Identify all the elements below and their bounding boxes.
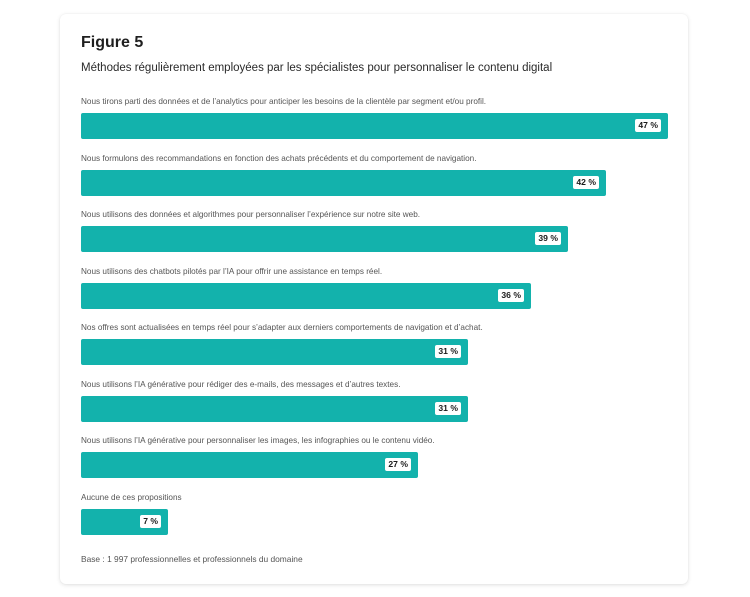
bar-value-label: 7 % [140, 514, 161, 528]
bar: 42 % [81, 169, 606, 196]
category-label: Nous utilisons des données et algorithme… [81, 210, 421, 219]
chart-row: Nous tirons parti des données et de l’an… [81, 94, 671, 151]
bar: 39 % [81, 226, 568, 252]
chart-row: Nos offres sont actualisées en temps rée… [81, 320, 671, 377]
category-label: Nous utilisons l’IA générative pour rédi… [81, 379, 401, 389]
bar-value-label: 27 % [385, 458, 411, 471]
category-label: Aucune de ces propositions [81, 492, 182, 502]
figure-footnote: Base : 1 997 professionnelles et profess… [81, 554, 303, 564]
bar: 31 % [81, 339, 468, 365]
category-label: Nous formulons des recommandations en fo… [81, 153, 477, 163]
bar: 7 % [81, 508, 168, 535]
bar: 36 % [81, 282, 531, 309]
chart-row: Nous formulons des recommandations en fo… [81, 151, 671, 208]
category-label: Nous utilisons des chatbots pilotés par … [81, 266, 383, 276]
bar: 47 % [81, 113, 668, 139]
bar-value-label: 47 % [635, 119, 661, 132]
bar: 31 % [81, 395, 468, 422]
chart-row: Nous utilisons des chatbots pilotés par … [81, 264, 671, 321]
category-label: Nous utilisons l’IA générative pour pers… [81, 436, 435, 445]
bar-value-label: 31 % [435, 345, 461, 358]
chart-row: Nous utilisons l’IA générative pour rédi… [81, 377, 671, 434]
bar-value-label: 36 % [498, 288, 524, 302]
category-label: Nous tirons parti des données et de l’an… [81, 97, 487, 106]
figure-subtitle: Méthodes régulièrement employées par les… [81, 62, 553, 74]
bar-value-label: 42 % [573, 175, 599, 189]
chart-row: Nous utilisons l’IA générative pour pers… [81, 433, 671, 490]
chart-row: Nous utilisons des données et algorithme… [81, 207, 671, 264]
bar: 27 % [81, 452, 418, 478]
bar-value-label: 31 % [435, 401, 461, 415]
figure-card: Figure 5 Méthodes régulièrement employée… [60, 14, 688, 584]
figure-title: Figure 5 [81, 34, 144, 51]
chart-row: Aucune de ces propositions 7 % [81, 490, 671, 547]
bar-value-label: 39 % [535, 232, 561, 245]
category-label: Nos offres sont actualisées en temps rée… [81, 323, 483, 332]
bar-chart: Nous tirons parti des données et de l’an… [81, 94, 671, 546]
